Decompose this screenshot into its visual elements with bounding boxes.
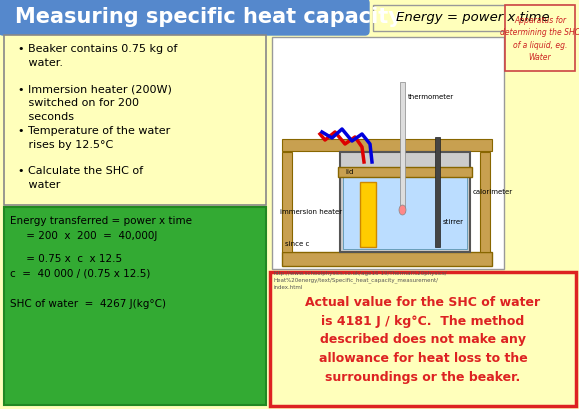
Bar (480, 152, 490, 252)
Text: since c: since c (285, 241, 309, 247)
Bar (282, 139, 492, 151)
Text: Actual value for the SHC of water
is 4181 J / kg°C.  The method
described does n: Actual value for the SHC of water is 418… (306, 297, 541, 384)
Bar (282, 152, 292, 252)
Text: Energy transferred = power x time: Energy transferred = power x time (10, 216, 192, 226)
FancyBboxPatch shape (272, 37, 504, 269)
Bar (282, 252, 492, 266)
Text: • Beaker contains 0.75 kg of
   water.: • Beaker contains 0.75 kg of water. (18, 44, 177, 68)
Bar (338, 167, 472, 177)
Text: • Temperature of the water
   rises by 12.5°C: • Temperature of the water rises by 12.5… (18, 126, 170, 150)
Text: stirrer: stirrer (443, 219, 464, 225)
Bar (435, 137, 440, 247)
FancyBboxPatch shape (373, 5, 573, 31)
Text: Energy = power x time: Energy = power x time (396, 11, 549, 25)
FancyBboxPatch shape (505, 5, 575, 71)
Text: = 0.75 x  c  x 12.5: = 0.75 x c x 12.5 (10, 254, 122, 264)
Text: • Calculate the SHC of
   water: • Calculate the SHC of water (18, 166, 143, 190)
Bar (360, 182, 376, 247)
Text: SHC of water  =  4267 J(kg°C): SHC of water = 4267 J(kg°C) (10, 299, 166, 309)
Text: c  =  40 000 / (0.75 x 12.5): c = 40 000 / (0.75 x 12.5) (10, 269, 151, 279)
Ellipse shape (399, 205, 406, 215)
Text: = 200  x  200  =  40,000J: = 200 x 200 = 40,000J (10, 231, 157, 241)
Text: Apparatus for
determining the SHC
of a liquid, eg.
Water: Apparatus for determining the SHC of a l… (500, 16, 579, 62)
Bar (400, 82, 405, 212)
Bar (340, 152, 470, 252)
Text: immersion heater: immersion heater (280, 209, 342, 215)
Bar (343, 174, 467, 249)
FancyBboxPatch shape (4, 35, 266, 205)
FancyBboxPatch shape (4, 207, 266, 405)
Text: calorimeter: calorimeter (473, 189, 513, 195)
Text: • Immersion heater (200W)
   switched on for 200
   seconds: • Immersion heater (200W) switched on fo… (18, 84, 172, 122)
Text: Measuring specific heat capacity: Measuring specific heat capacity (15, 7, 402, 27)
Text: thermometer: thermometer (408, 94, 454, 100)
FancyBboxPatch shape (270, 272, 576, 406)
Text: lid: lid (345, 169, 353, 175)
Text: http://www.schoolphysics.co.uk/age16-19/Thermal%20physics/
Heat%20energy/text/Sp: http://www.schoolphysics.co.uk/age16-19/… (274, 271, 448, 290)
FancyBboxPatch shape (0, 0, 369, 35)
